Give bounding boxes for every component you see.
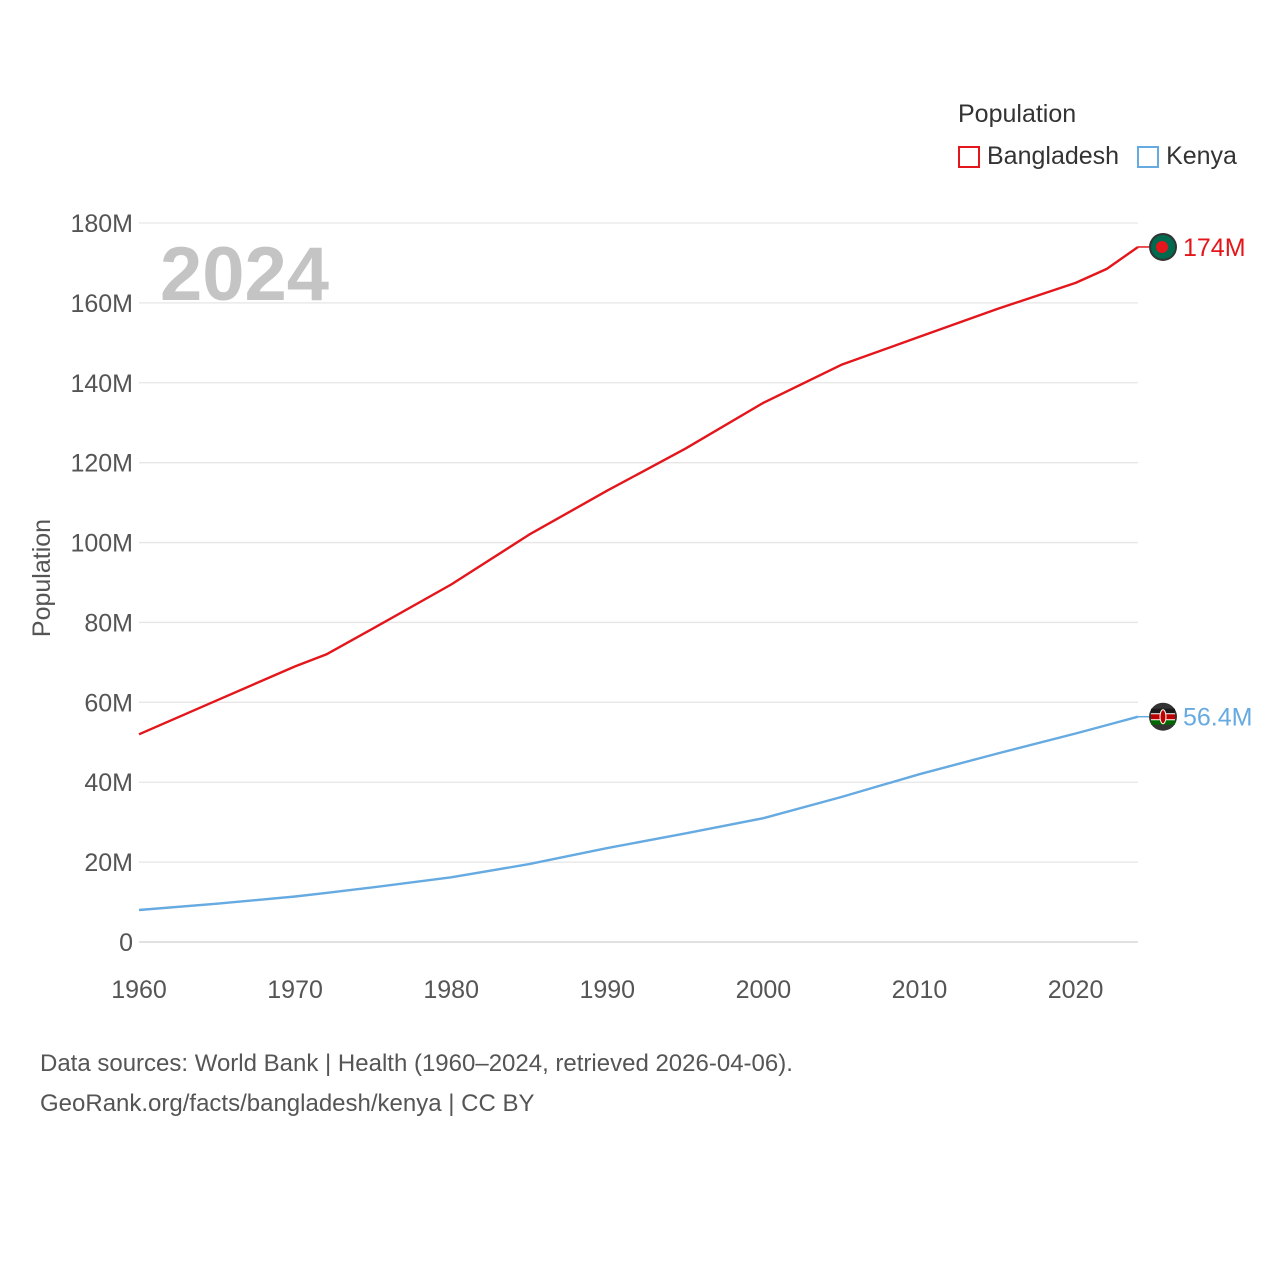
- y-tick-label: 120M: [70, 450, 133, 478]
- x-tick-label: 2000: [736, 976, 792, 1004]
- y-tick-label: 140M: [70, 370, 133, 398]
- series-line-kenya: [138, 715, 1139, 912]
- data-sources-text: Data sources: World Bank | Health (1960–…: [40, 1050, 793, 1077]
- flag-kenya-icon: [1149, 702, 1177, 731]
- legend: Bangladesh Kenya: [958, 142, 1255, 171]
- y-tick-label: 160M: [70, 290, 133, 318]
- footer: Data sources: World Bank | Health (1960–…: [40, 1044, 793, 1124]
- x-tick-label: 2020: [1048, 976, 1104, 1004]
- x-tick-label: 1980: [423, 976, 479, 1004]
- y-tick-label: 100M: [70, 530, 133, 558]
- y-tick-label: 20M: [84, 849, 133, 877]
- y-axis-label: Population: [28, 519, 56, 637]
- y-tick-label: 40M: [84, 769, 133, 797]
- flag-shield: [1159, 709, 1167, 725]
- end-value-label-bangladesh: 174M: [1183, 234, 1246, 262]
- x-tick-label: 1990: [579, 976, 635, 1004]
- legend-swatch-bangladesh: [958, 145, 980, 168]
- x-axis-ticks: 1960 1970 1980 1990 2000 2010 2020: [111, 976, 1103, 1004]
- series-lines: [138, 246, 1139, 912]
- y-tick-label: 60M: [84, 689, 133, 717]
- end-markers: 174M 56.4M: [1138, 232, 1252, 732]
- x-tick-label: 2010: [892, 976, 948, 1004]
- x-tick-label: 1970: [267, 976, 323, 1004]
- series-line-bangladesh: [138, 246, 1139, 736]
- y-tick-label: 0: [119, 929, 133, 957]
- legend-item-bangladesh[interactable]: Bangladesh: [958, 142, 1119, 171]
- end-value-label-kenya: 56.4M: [1183, 704, 1252, 732]
- flag-bangladesh-icon: [1149, 232, 1177, 261]
- year-label: 2024: [160, 232, 329, 317]
- y-axis-ticks: 0 20M 40M 60M 80M 100M 120M 140M 160M 180M: [70, 210, 133, 957]
- grid-lines: [139, 222, 1138, 943]
- y-tick-label: 180M: [70, 210, 133, 238]
- source-url-text[interactable]: GeoRank.org/facts/bangladesh/kenya | CC …: [40, 1090, 535, 1117]
- legend-label-kenya: Kenya: [1166, 142, 1237, 170]
- x-tick-label: 1960: [111, 976, 167, 1004]
- legend-title: Population: [958, 100, 1077, 128]
- legend-item-kenya[interactable]: Kenya: [1137, 142, 1237, 171]
- flag-disc: [1156, 240, 1168, 253]
- legend-swatch-kenya: [1137, 145, 1160, 168]
- legend-label-bangladesh: Bangladesh: [987, 142, 1120, 170]
- y-tick-label: 80M: [84, 609, 133, 637]
